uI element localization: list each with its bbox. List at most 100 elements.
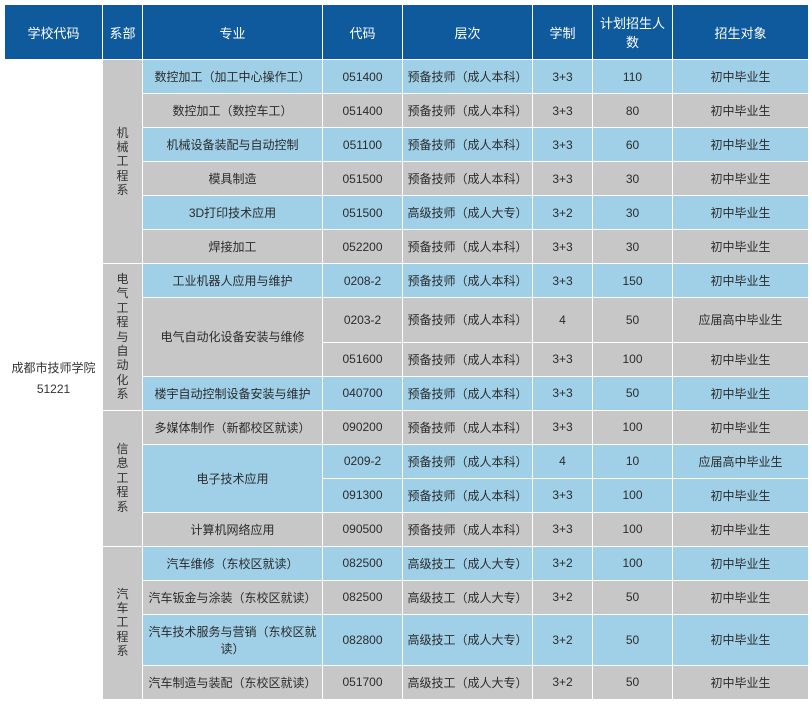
plan-cell: 80 xyxy=(593,94,673,128)
table-row: 信息工程系多媒体制作（新都校区就读）090200预备技师（成人本科）3+3100… xyxy=(5,410,809,444)
plan-cell: 10 xyxy=(593,444,673,478)
target-cell: 应届高中毕业生 xyxy=(673,298,809,343)
major-cell: 汽车维修（东校区就读） xyxy=(143,546,323,580)
major-cell: 数控加工（数控车工） xyxy=(143,94,323,128)
code-cell: 051500 xyxy=(323,162,403,196)
plan-cell: 110 xyxy=(593,60,673,94)
major-cell: 电子技术应用 xyxy=(143,444,323,512)
plan-cell: 30 xyxy=(593,162,673,196)
plan-cell: 60 xyxy=(593,128,673,162)
level-cell: 预备技师（成人本科） xyxy=(403,410,533,444)
duration-cell: 3+3 xyxy=(533,342,593,376)
level-cell: 高级技工（成人大专） xyxy=(403,546,533,580)
level-cell: 高级技工（成人大专） xyxy=(403,580,533,614)
duration-cell: 3+3 xyxy=(533,376,593,410)
level-cell: 预备技师（成人本科） xyxy=(403,128,533,162)
code-cell: 0209-2 xyxy=(323,444,403,478)
school-cell: 成都市技师学院51221 xyxy=(5,60,103,700)
duration-cell: 3+2 xyxy=(533,665,593,699)
plan-cell: 100 xyxy=(593,512,673,546)
dept-cell: 机械工程系 xyxy=(103,60,143,264)
level-cell: 预备技师（成人本科） xyxy=(403,478,533,512)
duration-cell: 3+2 xyxy=(533,614,593,665)
target-cell: 初中毕业生 xyxy=(673,196,809,230)
major-cell: 电气自动化设备安装与维修 xyxy=(143,298,323,377)
duration-cell: 3+3 xyxy=(533,512,593,546)
plan-cell: 30 xyxy=(593,230,673,264)
target-cell: 初中毕业生 xyxy=(673,128,809,162)
duration-cell: 3+2 xyxy=(533,580,593,614)
code-cell: 051500 xyxy=(323,196,403,230)
code-cell: 090500 xyxy=(323,512,403,546)
code-cell: 082500 xyxy=(323,580,403,614)
plan-cell: 100 xyxy=(593,546,673,580)
plan-cell: 50 xyxy=(593,298,673,343)
duration-cell: 3+3 xyxy=(533,60,593,94)
school-name: 成都市技师学院 xyxy=(9,358,98,380)
plan-cell: 50 xyxy=(593,665,673,699)
duration-cell: 3+3 xyxy=(533,410,593,444)
col-header-3: 代码 xyxy=(323,5,403,60)
duration-cell: 3+2 xyxy=(533,546,593,580)
duration-cell: 3+3 xyxy=(533,94,593,128)
plan-cell: 100 xyxy=(593,342,673,376)
level-cell: 预备技师（成人本科） xyxy=(403,512,533,546)
target-cell: 初中毕业生 xyxy=(673,478,809,512)
major-cell: 汽车钣金与涂装（东校区就读） xyxy=(143,580,323,614)
major-cell: 计算机网络应用 xyxy=(143,512,323,546)
major-cell: 数控加工（加工中心操作工） xyxy=(143,60,323,94)
plan-cell: 100 xyxy=(593,478,673,512)
duration-cell: 3+3 xyxy=(533,264,593,298)
level-cell: 预备技师（成人本科） xyxy=(403,94,533,128)
table-row: 成都市技师学院51221机械工程系数控加工（加工中心操作工）051400预备技师… xyxy=(5,60,809,94)
level-cell: 高级技工（成人大专） xyxy=(403,614,533,665)
code-cell: 051100 xyxy=(323,128,403,162)
target-cell: 初中毕业生 xyxy=(673,512,809,546)
code-cell: 051700 xyxy=(323,665,403,699)
dept-cell: 电气工程与自动化系 xyxy=(103,264,143,411)
duration-cell: 3+3 xyxy=(533,230,593,264)
enrollment-table: 学校代码系部专业代码层次学制计划招生人数招生对象 成都市技师学院51221机械工… xyxy=(4,4,809,700)
code-cell: 090200 xyxy=(323,410,403,444)
code-cell: 040700 xyxy=(323,376,403,410)
col-header-5: 学制 xyxy=(533,5,593,60)
code-cell: 051400 xyxy=(323,60,403,94)
col-header-6: 计划招生人数 xyxy=(593,5,673,60)
duration-cell: 4 xyxy=(533,444,593,478)
code-cell: 082500 xyxy=(323,546,403,580)
table-row: 电气工程与自动化系工业机器人应用与维护0208-2预备技师（成人本科）3+315… xyxy=(5,264,809,298)
plan-cell: 50 xyxy=(593,614,673,665)
level-cell: 预备技师（成人本科） xyxy=(403,162,533,196)
code-cell: 052200 xyxy=(323,230,403,264)
code-cell: 051400 xyxy=(323,94,403,128)
target-cell: 初中毕业生 xyxy=(673,60,809,94)
table-header-row: 学校代码系部专业代码层次学制计划招生人数招生对象 xyxy=(5,5,809,60)
major-cell: 多媒体制作（新都校区就读） xyxy=(143,410,323,444)
duration-cell: 3+3 xyxy=(533,162,593,196)
duration-cell: 4 xyxy=(533,298,593,343)
code-cell: 051600 xyxy=(323,342,403,376)
plan-cell: 50 xyxy=(593,376,673,410)
col-header-2: 专业 xyxy=(143,5,323,60)
target-cell: 初中毕业生 xyxy=(673,614,809,665)
major-cell: 3D打印技术应用 xyxy=(143,196,323,230)
school-code: 51221 xyxy=(9,379,98,401)
level-cell: 预备技师（成人本科） xyxy=(403,60,533,94)
duration-cell: 3+3 xyxy=(533,478,593,512)
target-cell: 初中毕业生 xyxy=(673,546,809,580)
major-cell: 汽车技术服务与营销（东校区就读） xyxy=(143,614,323,665)
level-cell: 预备技师（成人本科） xyxy=(403,444,533,478)
plan-cell: 50 xyxy=(593,580,673,614)
table-row: 汽车工程系汽车维修（东校区就读）082500高级技工（成人大专）3+2100初中… xyxy=(5,546,809,580)
code-cell: 0203-2 xyxy=(323,298,403,343)
dept-cell: 信息工程系 xyxy=(103,410,143,546)
level-cell: 高级技工（成人大专） xyxy=(403,665,533,699)
duration-cell: 3+2 xyxy=(533,196,593,230)
col-header-4: 层次 xyxy=(403,5,533,60)
target-cell: 初中毕业生 xyxy=(673,410,809,444)
major-cell: 工业机器人应用与维护 xyxy=(143,264,323,298)
code-cell: 091300 xyxy=(323,478,403,512)
level-cell: 预备技师（成人本科） xyxy=(403,264,533,298)
target-cell: 初中毕业生 xyxy=(673,230,809,264)
target-cell: 初中毕业生 xyxy=(673,264,809,298)
